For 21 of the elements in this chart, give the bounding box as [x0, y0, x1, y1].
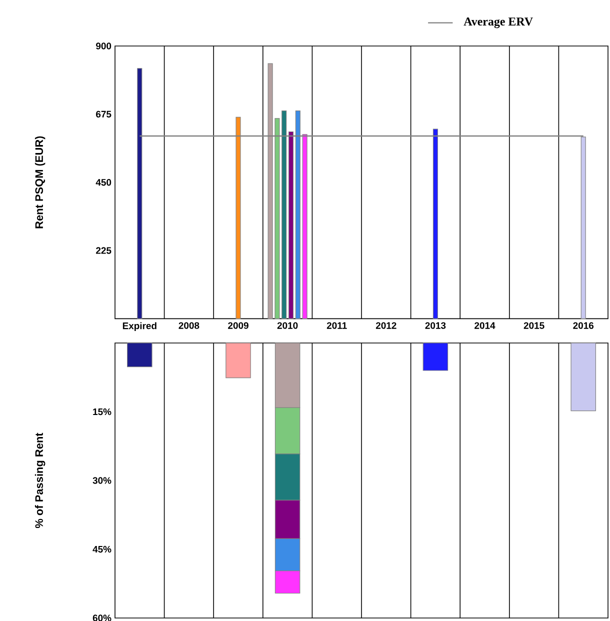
y-axis-title: Rent PSQM (EUR) [34, 136, 46, 228]
y-axis-title: % of Passing Rent [34, 432, 46, 528]
y-tick-label: 450 [96, 179, 112, 186]
x-tick-label: 2011 [326, 322, 347, 329]
y-tick-label: 15% [93, 408, 112, 416]
y-tick-label: 60% [92, 614, 112, 621]
x-tick-label: 2013 [425, 322, 446, 329]
y-tick-label: 30% [92, 477, 112, 484]
y-tick-label: 225 [96, 247, 112, 254]
y-tick-label: 900 [96, 42, 112, 50]
x-tick-label: Expired [122, 322, 156, 332]
x-tick-label: 2014 [474, 322, 496, 329]
x-tick-label: 2009 [228, 322, 248, 329]
x-tick-label: 2016 [573, 322, 594, 329]
y-tick-label: 45% [92, 546, 112, 553]
legend-label: Average ERV [464, 18, 533, 28]
y-tick-label: 675 [96, 110, 112, 118]
x-tick-label: 2015 [524, 322, 544, 329]
x-tick-label: 2012 [376, 322, 396, 329]
x-tick-label: 2008 [178, 322, 200, 329]
x-tick-label: 2010 [277, 322, 298, 329]
